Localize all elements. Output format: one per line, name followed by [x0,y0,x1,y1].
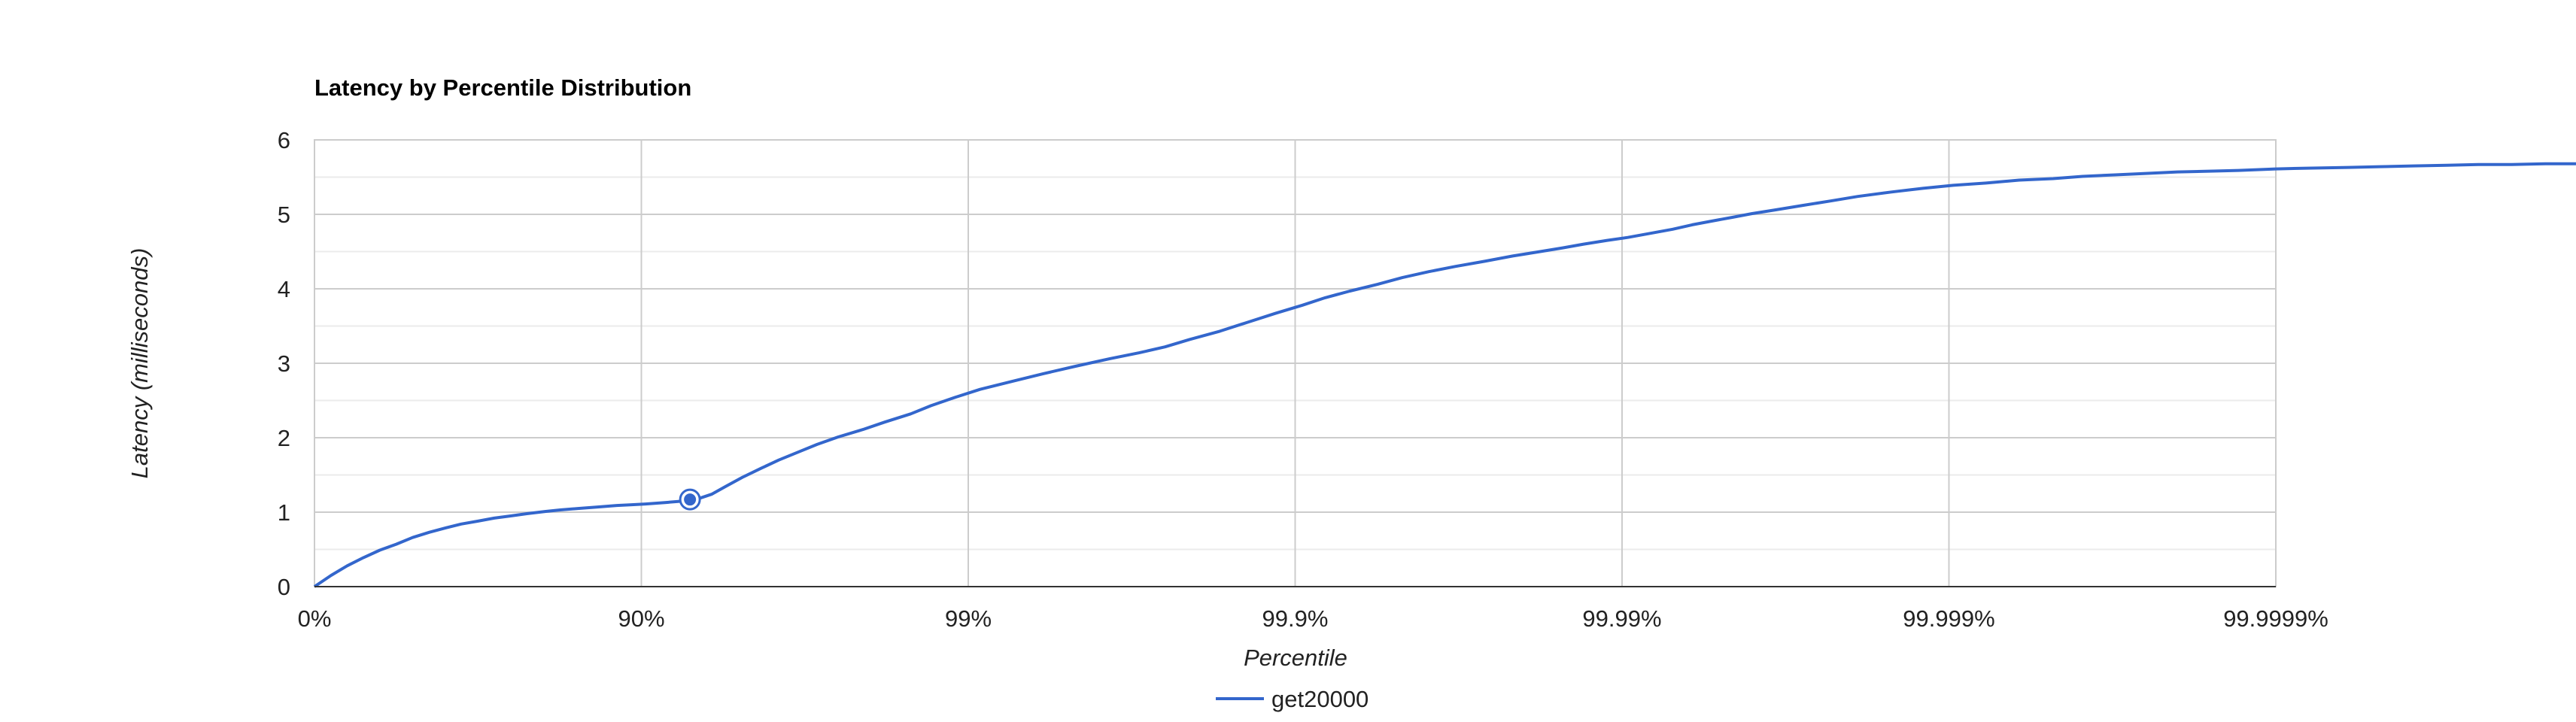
y-tick-label: 6 [278,127,290,153]
chart-title: Latency by Percentile Distribution [314,74,691,101]
y-tick-label: 0 [278,574,290,600]
x-axis-title: Percentile [1244,645,1347,671]
x-tick-label: 99.999% [1903,605,1994,632]
series-line[interactable] [313,162,2576,588]
x-tick-label: 99.9% [1262,605,1329,632]
x-tick-label: 99.99% [1582,605,1661,632]
x-tick-label: 99% [945,605,992,632]
y-tick-label: 3 [278,350,290,377]
y-tick-label: 2 [278,425,290,451]
x-tick-label: 99.9999% [2223,605,2328,632]
y-axis-tick-labels: 0 1 2 3 4 5 6 [278,127,290,600]
grid [314,139,2276,587]
x-tick-label: 0% [298,605,332,632]
series-layer [313,162,2576,588]
y-tick-label: 5 [278,202,290,228]
legend-label: get20000 [1271,686,1368,712]
y-axis-title: Latency (milliseconds) [126,248,153,479]
x-tick-label: 90% [618,605,664,632]
legend[interactable]: get20000 [1216,686,1368,712]
y-tick-label: 1 [278,499,290,526]
y-tick-label: 4 [278,276,290,302]
x-axis-tick-labels: 0% 90% 99% 99.9% 99.99% 99.999% 99.9999% [298,605,2328,632]
highlight-point[interactable] [684,493,697,506]
